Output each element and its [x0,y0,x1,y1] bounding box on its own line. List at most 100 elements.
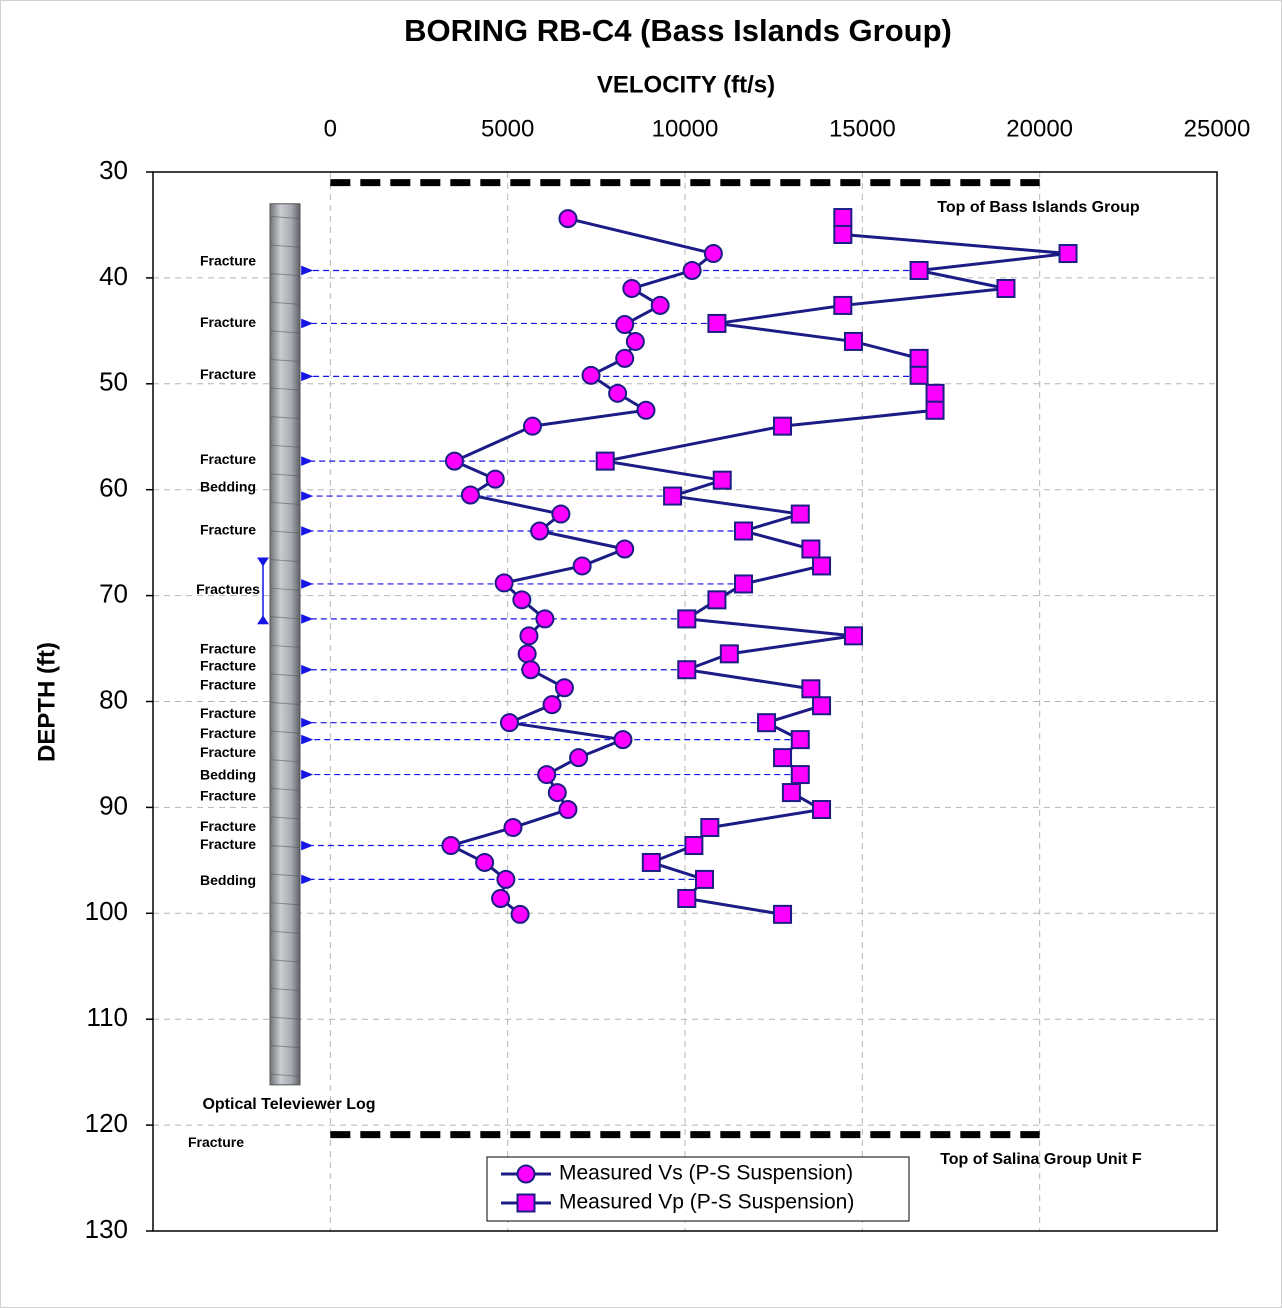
plot-frame [152,171,1218,1232]
log-texture [270,530,300,534]
data-point [843,331,863,351]
data-point [547,783,567,803]
log-texture [270,301,300,305]
log-texture [270,959,300,963]
feature-label: Fracture [200,366,256,382]
data-point [695,869,715,889]
y-tick-label: 130 [85,1214,128,1244]
y-tick-label: 110 [87,1002,128,1032]
data-point [684,836,704,856]
data-point [485,469,505,489]
log-texture [270,416,300,420]
data-point [499,713,519,733]
data-point [996,278,1016,298]
data-point [707,313,727,333]
data-point [719,644,739,664]
x-tick-label: 0 [324,115,337,142]
log-texture [270,787,300,791]
log-texture [270,244,300,248]
feature-label: Bedding [200,478,256,494]
log-texture [270,1073,300,1077]
data-point [909,260,929,280]
y-tick-label: 50 [99,367,128,397]
log-texture [270,587,300,591]
data-point [801,679,821,699]
data-point [812,556,832,576]
feature-label: Fracture [200,818,256,834]
log-texture [270,330,300,334]
data-point [558,800,578,820]
log-texture [270,1016,300,1020]
data-point [812,800,832,820]
log-texture [270,759,300,763]
data-point [773,904,793,924]
x-tick-label: 10000 [652,115,719,142]
feature-label: Fracture [200,744,256,760]
y-tick-label: 40 [99,261,128,291]
data-point [682,260,702,280]
x-tick-label: 20000 [1006,115,1073,142]
data-point [521,660,541,680]
legend-box [486,1156,910,1222]
feature-label: Fracture [200,676,256,692]
data-point [595,451,615,471]
x-tick-label: 5000 [481,115,534,142]
legend-label: Measured Vs (P-S Suspension) [559,1162,853,1185]
data-point [773,416,793,436]
data-point [909,365,929,385]
y-tick-label: 80 [99,684,128,714]
data-point [812,696,832,716]
feature-label: Fracture [200,640,256,656]
data-point [925,383,945,403]
data-point [781,783,801,803]
data-point [558,209,578,229]
feature-label: Fracture [200,725,256,741]
data-point [1058,244,1078,264]
log-texture [270,501,300,505]
data-point [554,678,574,698]
data-point [537,765,557,785]
legend-marker [516,1193,536,1213]
data-point [734,574,754,594]
data-point [700,818,720,838]
data-point [663,486,683,506]
log-texture [270,444,300,448]
log-texture [270,616,300,620]
feature-label: Fracture [200,522,256,538]
data-point [757,713,777,733]
feature-label: Fracture [200,788,256,804]
log-texture [270,644,300,648]
data-point [551,504,571,524]
data-point [613,730,633,750]
data-point [734,521,754,541]
data-point [712,470,732,490]
x-tick-label: 25000 [1184,115,1251,142]
log-texture [270,730,300,734]
data-point [790,730,810,750]
x-tick-label: 15000 [829,115,896,142]
feature-label: Fracture [200,314,256,330]
chart-title: BORING RB-C4 (Bass Islands Group) [404,13,952,48]
data-point [615,539,635,559]
log-texture [270,473,300,477]
feature-label: Fracture [200,253,256,269]
log-texture [270,845,300,849]
data-point [790,765,810,785]
log-texture [270,673,300,677]
log-texture [270,1045,300,1049]
y-tick-label: 120 [85,1108,128,1138]
data-point [494,573,514,593]
data-point [703,244,723,264]
data-point [650,295,670,315]
data-point [572,556,592,576]
series-line [603,217,1070,916]
data-point [636,400,656,420]
data-point [581,365,601,385]
data-point [522,416,542,436]
data-point [622,278,642,298]
x-axis-title: VELOCITY (ft/s) [597,71,775,98]
data-point [833,208,853,228]
log-texture [270,387,300,391]
